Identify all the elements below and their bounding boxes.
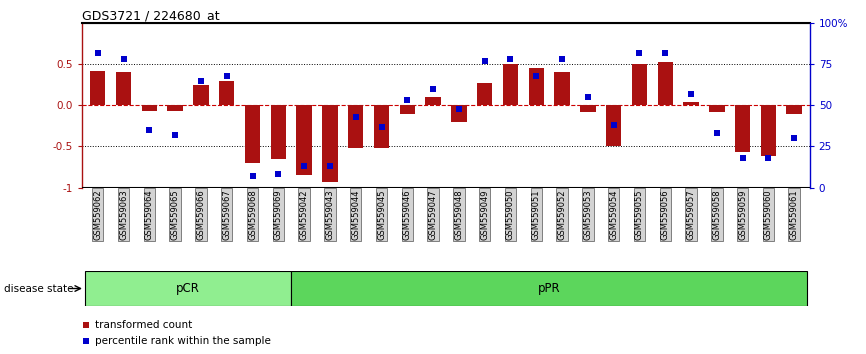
Text: GSM559042: GSM559042 <box>300 189 308 240</box>
Text: GSM559069: GSM559069 <box>274 189 283 240</box>
Text: GSM559051: GSM559051 <box>532 189 540 240</box>
Bar <box>477 83 493 105</box>
Text: GSM559064: GSM559064 <box>145 189 154 240</box>
Bar <box>374 105 389 148</box>
Text: GSM559063: GSM559063 <box>119 189 128 240</box>
Text: GSM559057: GSM559057 <box>687 189 695 240</box>
Text: GSM559065: GSM559065 <box>171 189 179 240</box>
Bar <box>786 105 802 114</box>
Bar <box>503 64 518 105</box>
Text: GSM559058: GSM559058 <box>713 189 721 240</box>
Bar <box>167 105 183 111</box>
Text: percentile rank within the sample: percentile rank within the sample <box>95 336 271 346</box>
Text: GSM559068: GSM559068 <box>248 189 257 240</box>
Bar <box>735 105 750 152</box>
Bar <box>657 62 673 105</box>
Bar <box>245 105 261 163</box>
Bar <box>348 105 364 148</box>
Bar <box>631 64 647 105</box>
Text: GSM559048: GSM559048 <box>455 189 463 240</box>
Text: GSM559054: GSM559054 <box>609 189 618 240</box>
Bar <box>425 97 441 105</box>
Bar <box>296 105 312 175</box>
Bar <box>85 271 291 306</box>
Text: GSM559059: GSM559059 <box>738 189 747 240</box>
Text: GSM559046: GSM559046 <box>403 189 412 240</box>
Bar <box>606 105 622 147</box>
Text: GSM559067: GSM559067 <box>223 189 231 240</box>
Text: GSM559055: GSM559055 <box>635 189 644 240</box>
Text: transformed count: transformed count <box>95 320 192 330</box>
Text: disease state: disease state <box>4 284 74 293</box>
Text: GSM559062: GSM559062 <box>94 189 102 240</box>
Text: pPR: pPR <box>538 282 560 295</box>
Bar <box>580 105 596 112</box>
Bar <box>528 68 544 105</box>
Bar <box>451 105 467 122</box>
Bar <box>683 102 699 105</box>
Text: GSM559049: GSM559049 <box>480 189 489 240</box>
Text: GSM559044: GSM559044 <box>352 189 360 240</box>
Bar <box>142 105 157 111</box>
Bar <box>193 85 209 105</box>
Bar <box>219 81 235 105</box>
Text: pCR: pCR <box>176 282 200 295</box>
Text: GSM559045: GSM559045 <box>377 189 386 240</box>
Bar <box>270 105 286 159</box>
Text: GSM559043: GSM559043 <box>326 189 334 240</box>
Bar <box>399 105 415 114</box>
Text: GSM559066: GSM559066 <box>197 189 205 240</box>
Bar <box>116 72 132 105</box>
Text: GDS3721 / 224680_at: GDS3721 / 224680_at <box>82 9 220 22</box>
Bar <box>760 105 776 156</box>
Bar <box>709 105 725 112</box>
Text: GSM559052: GSM559052 <box>558 189 566 240</box>
Bar <box>291 271 807 306</box>
Text: GSM559061: GSM559061 <box>790 189 798 240</box>
Text: GSM559053: GSM559053 <box>584 189 592 240</box>
Text: GSM559047: GSM559047 <box>429 189 437 240</box>
Bar <box>90 71 106 105</box>
Text: GSM559050: GSM559050 <box>506 189 515 240</box>
Text: GSM559060: GSM559060 <box>764 189 773 240</box>
Bar <box>554 72 570 105</box>
Text: GSM559056: GSM559056 <box>661 189 669 240</box>
Bar <box>322 105 338 182</box>
